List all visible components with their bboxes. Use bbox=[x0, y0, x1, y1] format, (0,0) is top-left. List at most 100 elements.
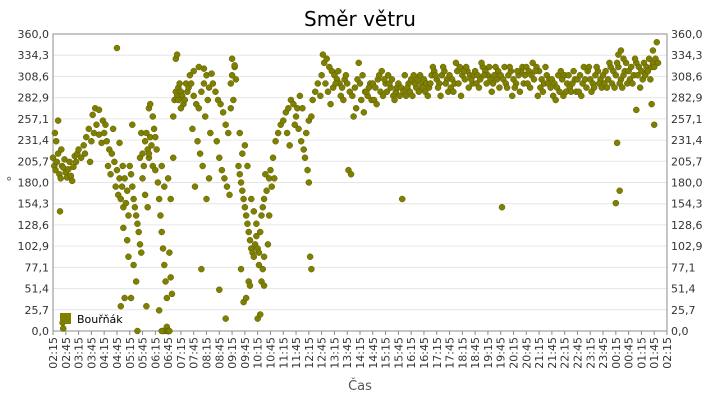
x-tick-label: 17:15 bbox=[431, 337, 444, 369]
data-point bbox=[75, 146, 82, 153]
data-point bbox=[602, 67, 609, 75]
data-point bbox=[86, 158, 94, 166]
data-point bbox=[127, 171, 135, 178]
data-point bbox=[439, 63, 447, 71]
legend: Bouřňák bbox=[60, 313, 123, 326]
data-point bbox=[134, 327, 141, 335]
x-tick-label: 09:45 bbox=[239, 337, 252, 369]
data-point bbox=[130, 195, 137, 203]
data-point bbox=[52, 166, 59, 174]
data-point bbox=[205, 175, 213, 182]
legend-label: Bouřňák bbox=[77, 313, 123, 326]
data-point bbox=[267, 166, 274, 174]
data-point bbox=[268, 183, 275, 190]
data-point bbox=[205, 84, 213, 91]
x-tick-label: 20:15 bbox=[508, 337, 521, 369]
data-point bbox=[534, 92, 542, 100]
data-point bbox=[634, 72, 641, 79]
x-tick-label: 13:15 bbox=[328, 337, 341, 369]
data-point bbox=[365, 84, 373, 91]
data-point bbox=[401, 72, 409, 79]
data-point bbox=[654, 59, 662, 67]
data-point bbox=[319, 51, 327, 58]
data-point bbox=[213, 138, 220, 145]
x-tick-label: 21:15 bbox=[533, 337, 546, 369]
data-point bbox=[593, 63, 600, 71]
y-tick-label-right: 77,1 bbox=[671, 261, 696, 274]
data-point bbox=[511, 84, 519, 91]
data-point bbox=[140, 162, 148, 170]
y-tick-label-left: 102,9 bbox=[18, 240, 50, 253]
y-tick-label-left: 51,4 bbox=[25, 283, 50, 296]
data-point bbox=[485, 63, 493, 71]
data-point bbox=[576, 72, 584, 79]
x-tick-label: 12:15 bbox=[303, 337, 316, 369]
x-tick-label: 11:15 bbox=[277, 337, 290, 369]
data-point bbox=[290, 100, 297, 108]
data-point bbox=[409, 92, 416, 100]
data-point bbox=[237, 265, 245, 273]
data-point bbox=[204, 96, 212, 104]
data-point bbox=[244, 220, 251, 227]
y-tick-label-right: 25,7 bbox=[671, 304, 696, 317]
data-point bbox=[235, 162, 242, 170]
x-tick-label: 11:45 bbox=[290, 337, 303, 369]
y-tick-label-right: 0,0 bbox=[671, 325, 689, 338]
data-point bbox=[291, 121, 299, 128]
data-point bbox=[159, 245, 167, 252]
data-point bbox=[239, 187, 246, 194]
data-point bbox=[343, 80, 351, 87]
data-point bbox=[253, 220, 260, 227]
x-tick-label: 06:45 bbox=[162, 337, 175, 369]
data-point bbox=[195, 105, 203, 112]
data-point bbox=[125, 253, 132, 260]
y-tick-label-left: 128,6 bbox=[18, 219, 50, 232]
data-point bbox=[141, 191, 149, 199]
data-point bbox=[585, 63, 593, 71]
data-point bbox=[455, 80, 462, 87]
data-point bbox=[153, 146, 160, 153]
x-tick-label: 08:15 bbox=[201, 337, 214, 369]
y-tick-label-left: 77,1 bbox=[25, 261, 50, 274]
data-point bbox=[272, 138, 279, 145]
data-point bbox=[381, 76, 388, 83]
data-point bbox=[242, 294, 250, 302]
data-point bbox=[83, 133, 90, 141]
data-point bbox=[224, 129, 232, 137]
data-point bbox=[402, 92, 410, 100]
data-point bbox=[552, 96, 559, 104]
data-point bbox=[227, 80, 235, 87]
data-point bbox=[565, 72, 572, 79]
y-tick-label-right: 180,0 bbox=[671, 177, 703, 190]
data-point bbox=[620, 55, 627, 62]
data-point bbox=[429, 63, 437, 71]
data-point bbox=[135, 228, 142, 236]
data-point bbox=[627, 63, 635, 71]
data-point bbox=[648, 100, 655, 108]
data-point bbox=[201, 113, 209, 120]
data-point bbox=[496, 84, 503, 91]
data-point bbox=[269, 154, 277, 161]
data-point bbox=[154, 179, 162, 186]
data-point bbox=[603, 84, 611, 91]
x-tick-label: 23:45 bbox=[597, 337, 610, 369]
x-tick-label: 13:45 bbox=[341, 337, 354, 369]
data-point bbox=[209, 80, 217, 87]
data-point bbox=[383, 88, 391, 95]
x-tick-label: 03:45 bbox=[85, 337, 98, 369]
data-point bbox=[138, 249, 145, 256]
data-point bbox=[146, 100, 154, 108]
data-point bbox=[613, 139, 621, 147]
x-tick-label: 10:15 bbox=[252, 337, 265, 369]
data-point bbox=[384, 72, 392, 79]
data-point bbox=[617, 47, 625, 54]
data-point bbox=[322, 80, 329, 87]
data-point bbox=[358, 96, 365, 104]
data-point bbox=[228, 72, 236, 79]
x-tick-label: 06:15 bbox=[149, 337, 162, 369]
data-point bbox=[259, 265, 267, 273]
x-tick-label: 02:15 bbox=[47, 337, 60, 369]
data-point bbox=[198, 265, 205, 273]
data-point bbox=[56, 208, 64, 215]
data-point bbox=[461, 76, 469, 83]
